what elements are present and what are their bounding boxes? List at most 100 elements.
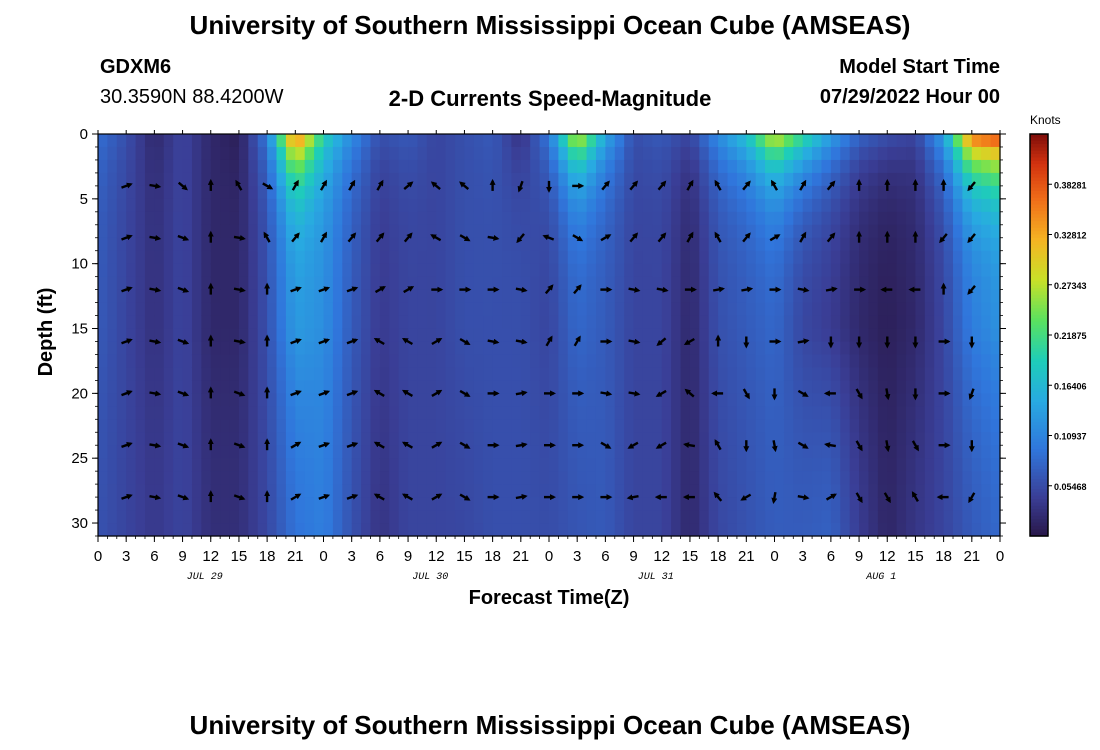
heat-cell: [473, 380, 484, 394]
heat-cell: [887, 523, 898, 537]
heat-cell: [408, 315, 419, 330]
heat-cell: [906, 393, 917, 407]
heat-cell: [812, 406, 823, 420]
heat-cell: [210, 134, 221, 148]
heat-cell: [257, 224, 268, 239]
heat-cell: [859, 276, 870, 291]
heat-cell: [915, 211, 926, 226]
heat-cell: [981, 471, 992, 485]
heat-cell: [116, 315, 127, 330]
heat-cell: [708, 237, 719, 252]
x-tick-label: 18: [935, 548, 952, 565]
heat-cell: [116, 250, 127, 265]
heat-cell: [718, 393, 729, 407]
current-arrow: [233, 234, 246, 241]
heat-cell: [511, 419, 522, 433]
heat-cell: [962, 432, 973, 446]
heat-cell: [163, 341, 174, 356]
heat-cell: [483, 211, 494, 226]
heat-cell: [783, 393, 794, 407]
heat-cell: [539, 354, 550, 369]
heat-cell: [502, 250, 513, 265]
heat-cell: [163, 250, 174, 265]
heat-cell: [971, 250, 982, 265]
heat-cell: [943, 510, 954, 524]
heat-cell: [708, 510, 719, 524]
heat-cell: [135, 224, 146, 239]
heat-cell: [887, 458, 898, 472]
heat-cell: [229, 289, 240, 304]
heat-cell: [473, 289, 484, 304]
heat-cell: [116, 159, 127, 174]
heat-cell: [464, 185, 475, 200]
heat-cell: [567, 523, 578, 537]
heat-cell: [830, 367, 841, 381]
heat-cell: [389, 471, 400, 485]
heat-cell: [351, 134, 362, 148]
heat-cell: [849, 302, 860, 317]
current-arrow: [714, 439, 722, 451]
heat-cell: [295, 484, 306, 498]
heat-cell: [426, 484, 437, 498]
colorbar-legend: 0.382810.328120.273430.218750.164060.109…: [1029, 133, 1087, 537]
heat-cell: [558, 211, 569, 226]
heat-cell: [689, 432, 700, 446]
heat-cell: [896, 328, 907, 343]
heat-cell: [830, 237, 841, 252]
heat-cell: [154, 523, 165, 537]
heat-cell: [530, 198, 541, 213]
heat-cell: [220, 172, 231, 187]
heat-cell: [774, 276, 785, 291]
heat-cell: [295, 211, 306, 226]
heat-cell: [323, 432, 334, 446]
heat-cell: [210, 224, 221, 239]
heat-cell: [201, 159, 212, 174]
heat-cell: [332, 380, 343, 394]
heat-cell: [276, 146, 287, 161]
heat-cell: [614, 419, 625, 433]
heat-cell: [877, 146, 888, 161]
heat-cell: [661, 497, 672, 511]
heat-cell: [238, 341, 249, 356]
colorbar-segment: [1030, 482, 1048, 487]
heat-cell: [924, 510, 935, 524]
heat-cell: [285, 250, 296, 265]
colorbar-segment: [1030, 147, 1048, 152]
heat-cell: [821, 419, 832, 433]
heat-cell: [285, 276, 296, 291]
heat-cell: [304, 185, 315, 200]
heat-cell: [652, 289, 663, 304]
heat-cell: [530, 497, 541, 511]
heat-cell: [953, 289, 964, 304]
heat-cell: [614, 185, 625, 200]
current-arrow: [459, 441, 471, 449]
heat-cell: [755, 367, 766, 381]
heat-cell: [953, 471, 964, 485]
heat-cell: [595, 276, 606, 291]
heat-cell: [248, 367, 259, 381]
heat-cell: [314, 380, 325, 394]
heat-cell: [210, 471, 221, 485]
heat-cell: [539, 172, 550, 187]
current-arrow: [290, 286, 302, 293]
heat-cell: [934, 354, 945, 369]
heat-cell: [887, 289, 898, 304]
heat-cell: [417, 523, 428, 537]
heat-cell: [830, 432, 841, 446]
heat-cell: [464, 393, 475, 407]
heat-cell: [595, 237, 606, 252]
heat-cell: [567, 237, 578, 252]
heat-cell: [765, 134, 776, 148]
heat-cell: [849, 484, 860, 498]
heat-cell: [229, 224, 240, 239]
heat-cell: [210, 276, 221, 291]
heat-cell: [98, 471, 108, 485]
heat-cell: [915, 523, 926, 537]
heat-cell: [295, 289, 306, 304]
current-arrow: [233, 494, 246, 501]
heat-cell: [943, 458, 954, 472]
heat-cell: [661, 185, 672, 200]
heat-cell: [229, 146, 240, 161]
heat-cell: [962, 302, 973, 317]
heat-cell: [267, 341, 278, 356]
